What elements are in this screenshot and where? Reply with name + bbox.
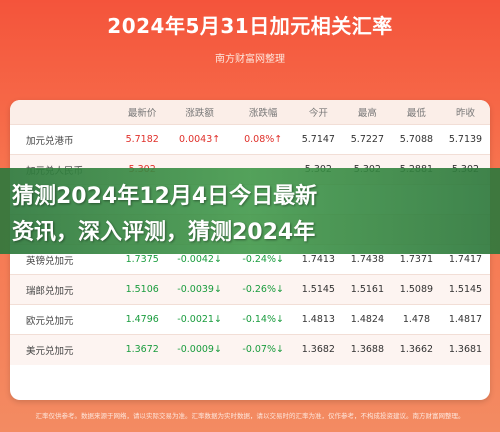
source-label: 南方财富网整理 (215, 54, 285, 65)
cell-change: -0.0042↓ (177, 254, 222, 265)
cell-price: 1.4796 (125, 314, 159, 325)
col-header-open: 今开 (293, 100, 343, 125)
cell-price: 1.7375 (125, 254, 159, 265)
cell-name: 加元兑港币 (26, 135, 74, 147)
cell-open: 1.4813 (301, 314, 335, 325)
table-row: 加元兑港币 5.7182 0.0043↑ 0.08%↑ 5.7147 5.7227 5.70… (10, 124, 490, 155)
cell-name: 美元兑加元 (26, 345, 74, 357)
headline-line-1: 猜测2024年12月4日今日最新 (12, 184, 318, 209)
cell-low: 1.5089 (399, 284, 434, 295)
cell-open: 1.7413 (301, 254, 335, 265)
cell-low: 1.3662 (399, 344, 434, 356)
cell-name: 欧元兑加元 (26, 315, 74, 327)
cell-change: -0.0039↓ (177, 284, 222, 295)
col-header-price: 最新价 (117, 100, 167, 125)
cell-prev: 1.5145 (448, 284, 483, 295)
headline-banner: 猜测2024年12月4日今日最新 资讯，深入评测，猜测2024年 (0, 168, 500, 254)
table-row: 瑞郎兑加元 1.5106 -0.0039↓ -0.26%↓ 1.5145 1.5161 1.… (10, 274, 490, 305)
col-header-pct: 涨跌幅 (232, 100, 294, 125)
page-title: 2024年5月31日加元相关汇率 (107, 14, 393, 38)
cell-low: 1.7371 (399, 254, 434, 265)
cell-prev: 5.7139 (448, 134, 483, 145)
table-row: 欧元兑加元 1.4796 -0.0021↓ -0.14%↓ 1.4813 1.4824 1.… (10, 304, 490, 335)
cell-high: 1.4824 (350, 314, 385, 325)
cell-pct: -0.24%↓ (242, 254, 284, 265)
cell-open: 1.5145 (301, 284, 335, 295)
cell-name: 瑞郎兑加元 (26, 285, 74, 297)
headline-line-2: 资讯，深入评测，猜测2024年 (12, 220, 316, 245)
cell-prev: 1.7417 (448, 254, 483, 265)
cell-high: 1.5161 (350, 284, 385, 295)
col-header-low: 最低 (391, 100, 441, 125)
table-header-row: 最新价 涨跌额 涨跌幅 今开 最高 最低 昨收 (10, 100, 490, 125)
cell-pct: -0.26%↓ (242, 284, 284, 295)
col-header-name (10, 100, 118, 125)
cell-change: 0.0043↑ (179, 134, 221, 145)
cell-high: 5.7227 (350, 134, 385, 145)
cell-pct: 0.08%↑ (244, 134, 283, 145)
col-header-change: 涨跌额 (166, 100, 233, 125)
col-header-prev: 昨收 (440, 100, 490, 125)
cell-price: 1.5106 (125, 284, 159, 295)
col-header-high: 最高 (342, 100, 392, 125)
cell-pct: -0.07%↓ (242, 344, 284, 356)
cell-open: 1.3682 (301, 344, 335, 356)
cell-prev: 1.3681 (448, 344, 483, 356)
cell-pct: -0.14%↓ (242, 314, 284, 325)
cell-change: -0.0009↓ (177, 344, 222, 356)
cell-low: 5.7088 (399, 134, 434, 145)
cell-high: 1.3688 (350, 344, 385, 356)
table-row: 美元兑加元 1.3672 -0.0009↓ -0.07%↓ 1.3682 1.3688 1.… (10, 334, 490, 365)
cell-prev: 1.4817 (448, 314, 483, 325)
cell-price: 5.7182 (125, 134, 159, 145)
cell-price: 1.3672 (125, 344, 159, 356)
cell-open: 5.7147 (301, 134, 335, 145)
cell-change: -0.0021↓ (177, 314, 222, 325)
cell-name: 英镑兑加元 (26, 255, 74, 267)
cell-high: 1.7438 (350, 254, 385, 265)
cell-low: 1.478 (402, 314, 431, 325)
footer-disclaimer: 汇率仅供参考。数据来源于网络，请以实际交易为准。汇率数据为实时数据，请以交易时的… (35, 412, 465, 420)
